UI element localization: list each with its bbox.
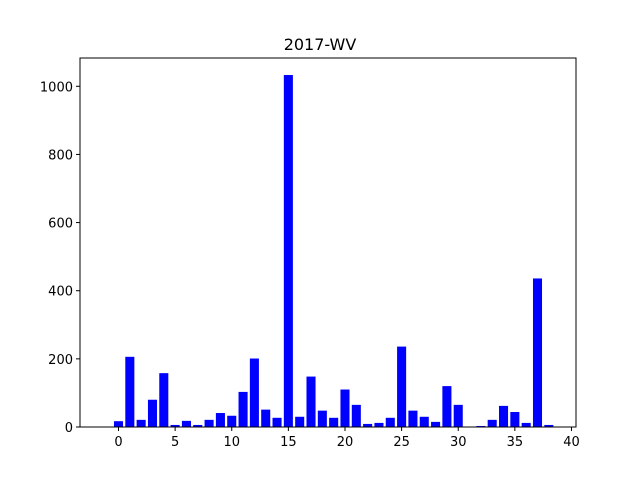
- bar-22: [363, 423, 373, 427]
- bar-23: [374, 422, 384, 427]
- x-tick-label: 35: [507, 435, 524, 450]
- plot-frame: [79, 57, 577, 428]
- x-tick-label: 40: [563, 435, 580, 450]
- bar-9: [215, 413, 225, 427]
- bar-36: [521, 422, 531, 427]
- bar-17: [306, 376, 316, 427]
- y-tick-label: 800: [48, 148, 73, 163]
- x-tick-label: 10: [223, 435, 240, 450]
- bar-2: [136, 419, 146, 427]
- y-tick-label: 200: [48, 353, 73, 368]
- y-tick-label: 400: [48, 285, 73, 300]
- bar-18: [317, 410, 327, 427]
- bar-10: [227, 415, 237, 427]
- bar-25: [397, 346, 407, 427]
- y-tick-label: 1000: [40, 80, 73, 95]
- bar-8: [204, 419, 214, 427]
- bar-26: [408, 410, 418, 427]
- bar-38: [544, 424, 554, 427]
- x-axis: 0 5 10 15 20 25 30 35 40: [114, 427, 580, 450]
- bar-1: [125, 356, 135, 427]
- bar-30: [453, 404, 463, 427]
- bar-19: [329, 417, 339, 427]
- bar-33: [487, 419, 497, 427]
- x-tick-label: 30: [450, 435, 467, 450]
- x-tick-label: 20: [337, 435, 354, 450]
- bar-21: [351, 404, 361, 427]
- x-tick-label: 15: [280, 435, 297, 450]
- bar-27: [419, 416, 429, 427]
- bar-7: [193, 424, 203, 427]
- bar-20: [340, 389, 350, 427]
- y-tick-label: 600: [48, 217, 73, 232]
- bar-24: [385, 417, 395, 427]
- bar-32: [476, 425, 486, 427]
- bar-3: [147, 399, 158, 427]
- bar-6: [181, 420, 191, 427]
- bars-group: [113, 75, 554, 427]
- bar-34: [498, 405, 509, 427]
- bar-13: [261, 409, 271, 427]
- bar-0: [113, 421, 124, 427]
- bar-12: [249, 358, 259, 427]
- bar-4: [159, 373, 169, 427]
- bar-14: [272, 417, 282, 427]
- bar-28: [431, 421, 441, 427]
- bar-16: [295, 416, 305, 427]
- x-tick-label: 0: [114, 435, 122, 450]
- y-axis: 0 200 400 600 800 1000: [40, 80, 80, 436]
- x-tick-label: 5: [171, 435, 179, 450]
- x-tick-label: 25: [393, 435, 410, 450]
- bar-11: [238, 391, 248, 427]
- bar-5: [170, 424, 180, 427]
- bar-15: [283, 75, 293, 427]
- bar-37: [532, 278, 543, 427]
- y-tick-label: 0: [65, 421, 73, 436]
- bar-35: [510, 412, 520, 427]
- bar-29: [442, 386, 452, 427]
- chart-title: 2017-WV: [284, 35, 357, 54]
